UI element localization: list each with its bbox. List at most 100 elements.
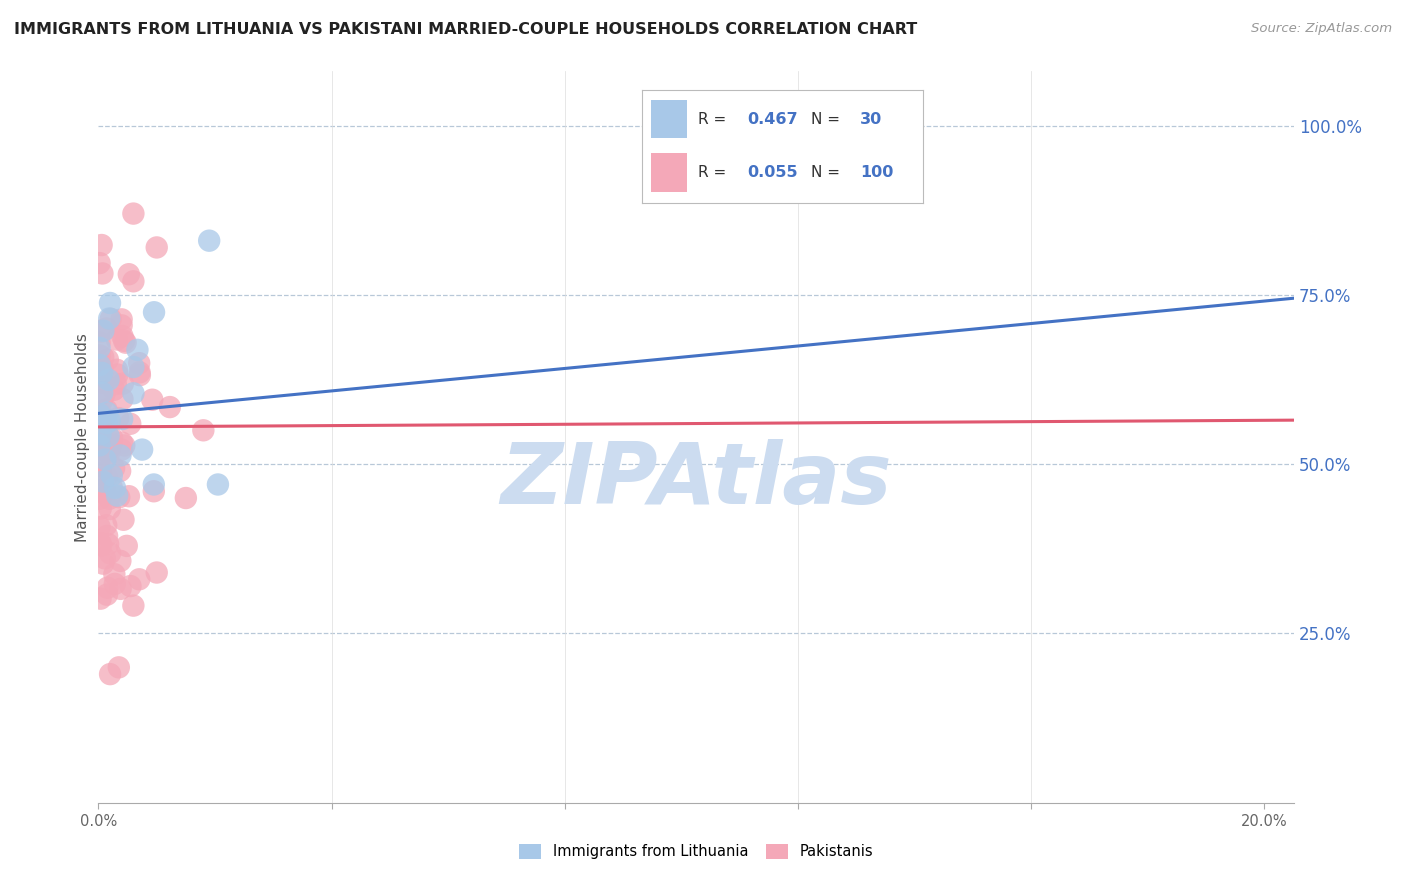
Point — [96, 588, 118, 602]
Point — [107, 368, 129, 382]
Point — [98, 546, 121, 560]
Point — [90, 366, 112, 380]
Point — [111, 318, 134, 333]
Point — [96, 321, 118, 335]
Point — [91, 557, 114, 571]
Y-axis label: Married-couple Households: Married-couple Households — [75, 333, 90, 541]
Point — [96, 402, 118, 417]
Point — [98, 445, 121, 459]
Point — [98, 491, 121, 506]
Point — [94, 551, 117, 566]
Point — [94, 434, 117, 449]
Point — [91, 361, 114, 376]
Point — [105, 333, 128, 347]
Text: ZIPAtlas: ZIPAtlas — [501, 440, 891, 523]
Point — [89, 358, 111, 372]
Point — [96, 581, 118, 595]
Point — [105, 363, 128, 377]
Point — [142, 484, 165, 499]
Point — [89, 451, 111, 466]
Point — [90, 591, 112, 606]
Point — [110, 582, 132, 596]
Point — [110, 449, 132, 463]
Point — [207, 477, 229, 491]
Point — [94, 452, 117, 467]
Point — [91, 475, 114, 489]
Point — [107, 411, 129, 425]
Point — [91, 267, 114, 281]
Point — [96, 444, 118, 458]
Point — [89, 355, 111, 369]
Point — [98, 667, 121, 681]
Point — [91, 385, 114, 400]
Point — [97, 373, 120, 387]
Point — [114, 335, 136, 350]
Point — [97, 352, 120, 367]
Point — [93, 324, 115, 338]
Point — [93, 376, 115, 390]
Point — [101, 431, 124, 445]
Text: IMMIGRANTS FROM LITHUANIA VS PAKISTANI MARRIED-COUPLE HOUSEHOLDS CORRELATION CHA: IMMIGRANTS FROM LITHUANIA VS PAKISTANI M… — [14, 22, 917, 37]
Point — [97, 429, 120, 443]
Point — [96, 470, 118, 484]
Point — [89, 349, 111, 363]
Point — [89, 407, 111, 421]
Point — [198, 234, 221, 248]
Point — [128, 356, 150, 370]
Point — [91, 393, 114, 408]
Point — [98, 311, 121, 326]
Point — [93, 386, 115, 401]
Point — [112, 513, 135, 527]
Point — [104, 377, 127, 392]
Point — [96, 427, 118, 442]
Legend: Immigrants from Lithuania, Pakistanis: Immigrants from Lithuania, Pakistanis — [513, 838, 879, 865]
Point — [98, 442, 121, 456]
Point — [110, 554, 132, 568]
Point — [193, 423, 215, 437]
Point — [96, 406, 118, 420]
Point — [142, 477, 165, 491]
Point — [89, 324, 111, 338]
Point — [112, 438, 135, 452]
Point — [104, 481, 127, 495]
Point — [108, 464, 131, 478]
Point — [120, 579, 142, 593]
Point — [174, 491, 197, 505]
Point — [89, 520, 111, 534]
Point — [89, 385, 111, 400]
Point — [90, 238, 112, 252]
Point — [90, 448, 112, 462]
Point — [89, 335, 111, 350]
Point — [111, 329, 134, 343]
Point — [111, 412, 134, 426]
Point — [98, 502, 121, 516]
Point — [128, 365, 150, 379]
Point — [128, 572, 150, 586]
Point — [108, 660, 131, 674]
Point — [120, 417, 142, 431]
Point — [127, 343, 149, 357]
Point — [90, 409, 112, 424]
Point — [122, 206, 145, 220]
Point — [103, 461, 125, 475]
Point — [145, 566, 167, 580]
Point — [93, 482, 115, 496]
Point — [100, 480, 122, 494]
Text: Source: ZipAtlas.com: Source: ZipAtlas.com — [1251, 22, 1392, 36]
Point — [96, 529, 118, 543]
Point — [91, 350, 114, 364]
Point — [89, 256, 111, 270]
Point — [103, 383, 125, 397]
Point — [111, 312, 134, 326]
Point — [89, 491, 111, 506]
Point — [89, 438, 111, 452]
Point — [159, 400, 181, 414]
Point — [89, 536, 111, 550]
Point — [103, 567, 125, 582]
Point — [90, 501, 112, 516]
Point — [141, 392, 163, 407]
Point — [128, 368, 150, 383]
Point — [115, 539, 138, 553]
Point — [112, 334, 135, 348]
Point — [111, 435, 134, 450]
